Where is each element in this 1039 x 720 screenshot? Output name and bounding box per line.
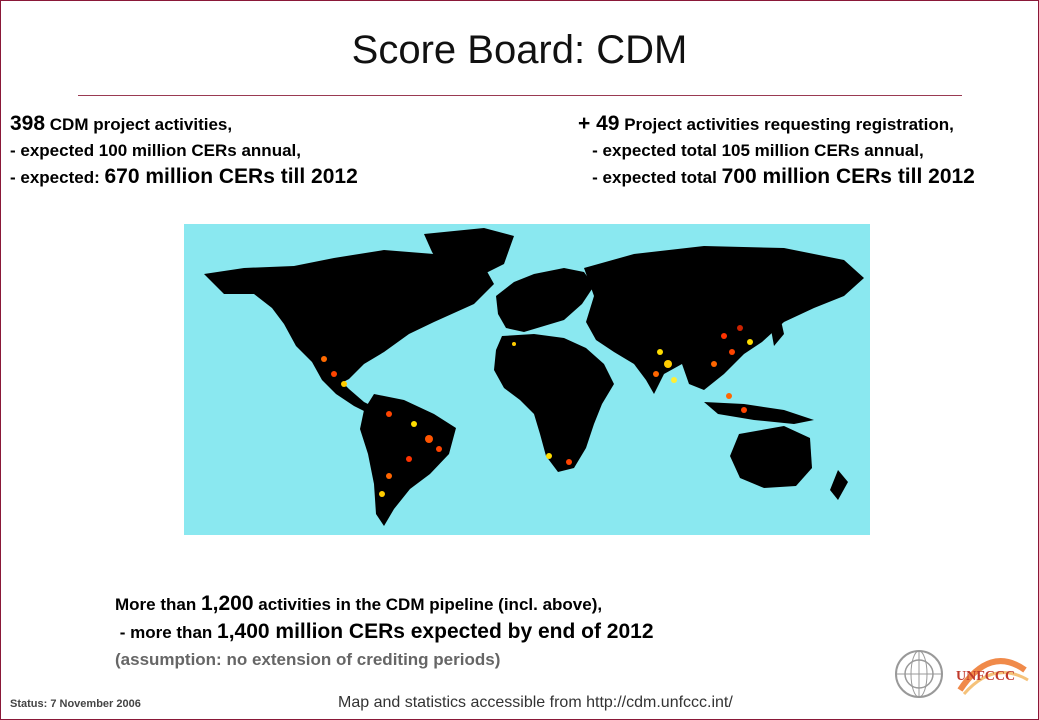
registered-count-label: CDM project activities,: [45, 115, 233, 134]
project-marker: [747, 339, 753, 345]
project-marker: [406, 456, 412, 462]
registered-annual-line: - expected 100 million CERs annual,: [10, 141, 301, 160]
requesting-count: + 49: [578, 112, 620, 135]
greenland: [424, 228, 514, 279]
registered-total-prefix: - expected:: [10, 168, 105, 187]
requesting-total-line: - expected total 700 million CERs till 2…: [578, 164, 975, 191]
pipeline-cer-value: 1,400 million CERs expected by end of 20…: [217, 620, 654, 643]
project-marker: [512, 342, 516, 346]
requesting-count-line: + 49 Project activities requesting regis…: [578, 111, 975, 138]
pipeline-cer-prefix: - more than: [115, 623, 218, 642]
project-marker: [737, 325, 743, 331]
pipeline-assumption-note: (assumption: no extension of crediting p…: [115, 650, 501, 669]
project-marker: [741, 407, 747, 413]
world-map-graphic: [184, 224, 870, 535]
north-america: [204, 250, 494, 387]
project-marker: [411, 421, 417, 427]
project-marker: [664, 360, 672, 368]
project-marker: [379, 491, 385, 497]
requesting-count-label: Project activities requesting registrati…: [619, 115, 954, 134]
indonesia: [704, 402, 814, 424]
source-link-text[interactable]: Map and statistics accessible from http:…: [338, 694, 733, 711]
registered-count: 398: [10, 112, 46, 135]
registered-total-value: 670 million CERs till 2012: [104, 165, 358, 188]
project-marker: [341, 381, 347, 387]
project-marker: [386, 473, 392, 479]
registered-count-line: 398 CDM project activities,: [10, 111, 358, 138]
pipeline-count-line: More than 1,200 activities in the CDM pi…: [115, 590, 654, 618]
africa: [494, 334, 614, 472]
project-marker: [729, 349, 735, 355]
project-marker: [425, 435, 433, 443]
project-marker: [711, 361, 717, 367]
un-emblem-logo: [895, 650, 943, 698]
requesting-total-prefix: - expected total: [578, 168, 722, 187]
japan: [770, 316, 784, 346]
registered-stats: 398 CDM project activities, - expected 1…: [10, 111, 358, 191]
unfccc-logo-text: UNFCCC: [956, 669, 1015, 684]
project-marker: [721, 333, 727, 339]
requesting-stats: + 49 Project activities requesting regis…: [578, 111, 975, 191]
project-marker: [671, 377, 677, 383]
project-marker: [653, 371, 659, 377]
pipeline-count-prefix: More than: [115, 595, 201, 614]
pipeline-count: 1,200: [200, 592, 254, 615]
europe: [496, 268, 594, 332]
pipeline-count-label: activities in the CDM pipeline (incl. ab…: [253, 595, 603, 614]
pipeline-cer-line: - more than 1,400 million CERs expected …: [115, 618, 654, 646]
project-marker: [436, 446, 442, 452]
australia: [730, 426, 812, 488]
project-marker: [386, 411, 392, 417]
slide-title: Score Board: CDM: [351, 28, 688, 72]
central-america: [312, 362, 376, 414]
project-marker: [546, 453, 552, 459]
project-markers: [321, 325, 753, 497]
asia: [584, 246, 864, 394]
requesting-annual-line: - expected total 105 million CERs annual…: [578, 141, 924, 160]
pipeline-stats: More than 1,200 activities in the CDM pi…: [115, 590, 654, 673]
requesting-total-value: 700 million CERs till 2012: [721, 165, 975, 188]
project-marker: [566, 459, 572, 465]
unfccc-logo: UNFCCC: [956, 658, 1029, 695]
world-map: [184, 224, 870, 535]
registered-total-line: - expected: 670 million CERs till 2012: [10, 164, 358, 191]
project-marker: [726, 393, 732, 399]
project-marker: [321, 356, 327, 362]
project-marker: [657, 349, 663, 355]
project-marker: [331, 371, 337, 377]
land-masses: [204, 228, 864, 526]
title-divider: [78, 95, 962, 96]
status-date: Status: 7 November 2006: [10, 698, 141, 710]
new-zealand: [830, 470, 848, 500]
